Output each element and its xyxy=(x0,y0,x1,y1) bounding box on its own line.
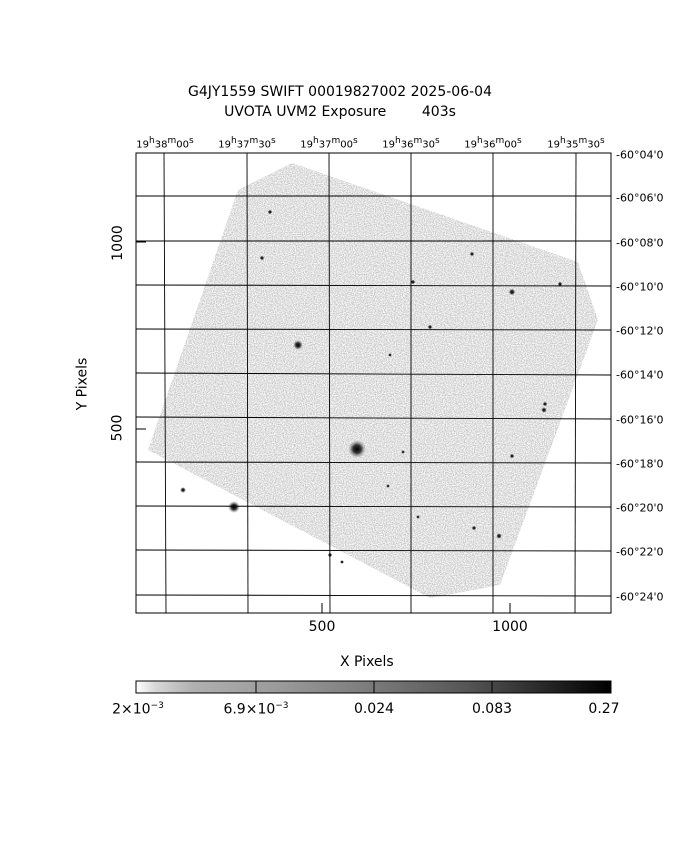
dec-label: -60°24'0 xyxy=(616,590,664,604)
dec-label: -60°12'0 xyxy=(616,324,664,338)
x-tick-label-1000: 1000 xyxy=(492,619,528,635)
dec-label: -60°10'0 xyxy=(616,280,664,294)
dec-label: -60°04'0 xyxy=(616,148,664,162)
y-tick-label-1000: 1000 xyxy=(109,225,126,261)
colorbar xyxy=(135,680,612,694)
colorbar-tick-label: 0.083 xyxy=(471,701,513,717)
x-tick-label-500: 500 xyxy=(308,619,336,635)
pixel-axis-ticks xyxy=(136,241,511,613)
ra-label: 19h38m00s xyxy=(136,136,194,151)
ra-label: 19h37m30s xyxy=(218,136,276,151)
plot-frame xyxy=(135,152,612,614)
colorbar-tick-label: 2×10−3 xyxy=(112,701,164,718)
dec-label: -60°18'0 xyxy=(616,457,664,471)
dec-label: -60°20'0 xyxy=(616,501,664,515)
colorbar-tick-label: 6.9×10−3 xyxy=(223,701,289,718)
ra-label: 19h36m30s xyxy=(382,136,440,151)
ra-label: 19h37m00s xyxy=(300,136,358,151)
colorbar-tick-label: 0.27 xyxy=(588,701,620,717)
dec-label: -60°22'0 xyxy=(616,545,664,559)
y-axis-label: Y Pixels xyxy=(74,357,91,411)
x-axis-label: X Pixels xyxy=(340,654,394,670)
y-tick-label-500: 500 xyxy=(109,414,126,442)
plot-title-line2: UVOTA UVM2 Exposure 403s xyxy=(224,104,456,120)
sky-grid xyxy=(135,152,612,614)
dec-label: -60°14'0 xyxy=(616,368,664,382)
plot-title-line1: G4JY1559 SWIFT 00019827002 2025-06-04 xyxy=(188,84,492,100)
dec-label: -60°06'0 xyxy=(616,191,664,205)
ra-label: 19h36m00s xyxy=(464,136,522,151)
ra-label: 19h35m30s xyxy=(547,136,605,151)
colorbar-tick-label: 0.024 xyxy=(353,701,395,717)
dec-label: -60°08'0 xyxy=(616,236,664,250)
point-sources xyxy=(180,210,562,564)
dec-label: -60°16'0 xyxy=(616,413,664,427)
